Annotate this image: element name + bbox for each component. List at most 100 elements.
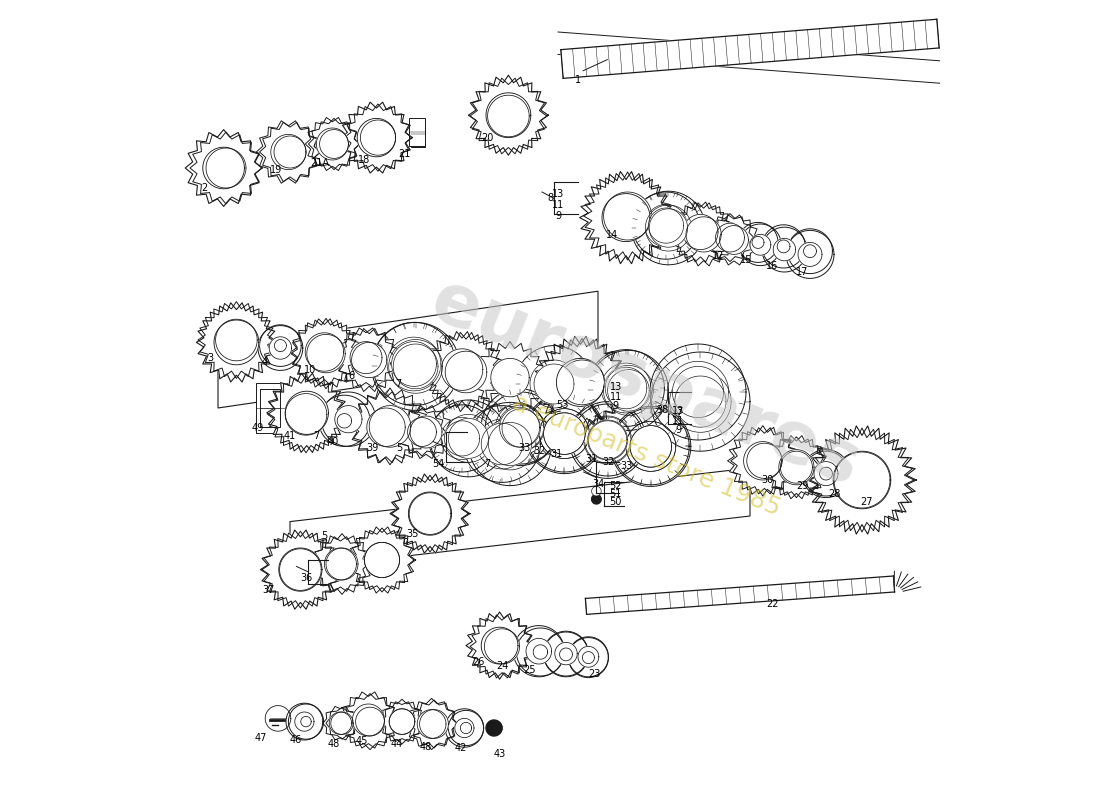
Polygon shape xyxy=(366,408,405,446)
Polygon shape xyxy=(686,217,722,252)
Polygon shape xyxy=(490,722,502,734)
Polygon shape xyxy=(305,118,360,170)
Polygon shape xyxy=(322,706,358,740)
Text: 10: 10 xyxy=(304,365,316,374)
Text: eurospares: eurospares xyxy=(421,266,871,502)
Polygon shape xyxy=(372,322,460,410)
Polygon shape xyxy=(185,130,262,206)
Polygon shape xyxy=(290,319,358,385)
Polygon shape xyxy=(486,93,531,138)
Text: 41: 41 xyxy=(284,431,296,441)
Polygon shape xyxy=(516,346,593,422)
Polygon shape xyxy=(338,329,402,391)
Polygon shape xyxy=(588,421,627,459)
Polygon shape xyxy=(488,422,531,466)
Polygon shape xyxy=(331,712,353,734)
Polygon shape xyxy=(202,147,244,189)
Polygon shape xyxy=(326,548,358,580)
Polygon shape xyxy=(463,406,540,482)
Polygon shape xyxy=(350,528,414,592)
Polygon shape xyxy=(526,638,551,664)
Polygon shape xyxy=(543,413,585,454)
Polygon shape xyxy=(392,475,469,552)
Polygon shape xyxy=(338,414,352,428)
Text: 35: 35 xyxy=(406,530,419,539)
Text: 2: 2 xyxy=(201,183,208,193)
Text: 25: 25 xyxy=(522,665,536,674)
Text: 18: 18 xyxy=(359,155,371,165)
Text: 9: 9 xyxy=(554,211,561,221)
Polygon shape xyxy=(352,704,384,736)
Polygon shape xyxy=(744,442,782,480)
Polygon shape xyxy=(543,413,585,454)
Polygon shape xyxy=(834,452,890,508)
Polygon shape xyxy=(373,322,455,406)
Polygon shape xyxy=(344,104,411,171)
Polygon shape xyxy=(410,700,458,748)
Polygon shape xyxy=(569,637,608,677)
Polygon shape xyxy=(469,75,549,155)
Polygon shape xyxy=(317,128,349,160)
Bar xyxy=(261,389,279,427)
Polygon shape xyxy=(569,638,608,678)
Polygon shape xyxy=(334,406,362,433)
Polygon shape xyxy=(449,418,488,458)
Polygon shape xyxy=(706,214,754,262)
Text: 42: 42 xyxy=(454,743,466,753)
Polygon shape xyxy=(454,718,474,738)
Polygon shape xyxy=(582,652,594,663)
Text: 22: 22 xyxy=(766,599,779,609)
Polygon shape xyxy=(406,698,458,750)
Polygon shape xyxy=(392,342,437,386)
Polygon shape xyxy=(285,391,329,434)
Polygon shape xyxy=(484,629,519,664)
Polygon shape xyxy=(352,342,387,378)
Polygon shape xyxy=(833,451,891,509)
Polygon shape xyxy=(260,325,301,366)
Polygon shape xyxy=(267,374,346,452)
Polygon shape xyxy=(430,400,507,477)
Polygon shape xyxy=(604,192,651,240)
Text: 33: 33 xyxy=(620,461,632,470)
Text: 48: 48 xyxy=(420,742,432,752)
Polygon shape xyxy=(417,710,446,738)
Polygon shape xyxy=(569,402,646,478)
Polygon shape xyxy=(265,706,290,731)
Polygon shape xyxy=(419,710,449,738)
Polygon shape xyxy=(610,406,691,486)
Polygon shape xyxy=(786,230,834,278)
Text: 44: 44 xyxy=(390,739,403,749)
Text: a europarts store 1985: a europarts store 1985 xyxy=(508,391,783,521)
Polygon shape xyxy=(481,389,558,466)
Polygon shape xyxy=(398,408,446,456)
Polygon shape xyxy=(762,227,806,272)
Polygon shape xyxy=(810,428,914,532)
Polygon shape xyxy=(349,527,416,593)
Text: 13: 13 xyxy=(672,406,684,416)
Polygon shape xyxy=(670,202,730,262)
Polygon shape xyxy=(798,242,822,266)
Polygon shape xyxy=(274,340,286,351)
Text: 28: 28 xyxy=(828,490,840,499)
Polygon shape xyxy=(307,334,345,373)
Polygon shape xyxy=(578,646,598,667)
Polygon shape xyxy=(300,717,311,726)
Polygon shape xyxy=(587,350,664,426)
Polygon shape xyxy=(651,352,750,451)
Polygon shape xyxy=(364,542,399,578)
Polygon shape xyxy=(267,376,344,453)
Bar xyxy=(256,383,287,433)
Text: 17: 17 xyxy=(795,267,808,277)
Text: 51: 51 xyxy=(609,490,622,499)
Polygon shape xyxy=(534,364,574,404)
Polygon shape xyxy=(778,240,790,253)
Polygon shape xyxy=(560,360,604,405)
Polygon shape xyxy=(752,237,764,248)
Text: 23: 23 xyxy=(587,670,601,679)
Polygon shape xyxy=(499,407,540,447)
Text: 11: 11 xyxy=(672,416,684,426)
Polygon shape xyxy=(410,416,442,448)
Text: 26: 26 xyxy=(472,658,484,667)
Text: 12: 12 xyxy=(712,251,724,261)
Polygon shape xyxy=(426,333,506,411)
